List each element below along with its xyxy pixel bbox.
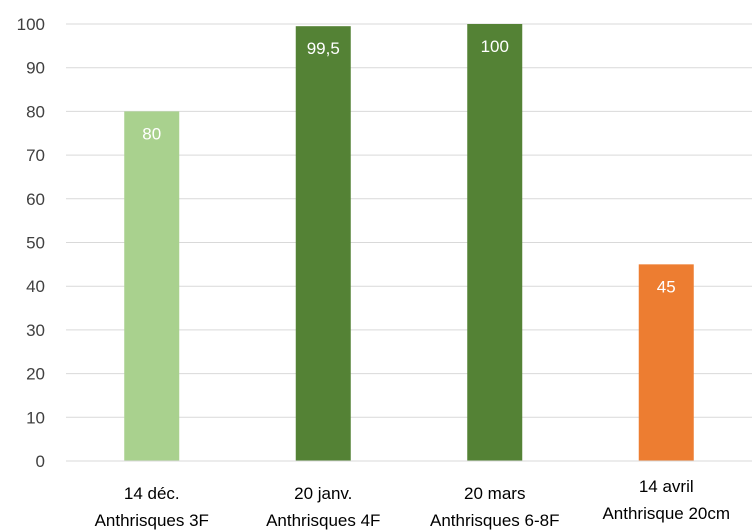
x-category-label: 20 janv. [294,484,352,503]
y-tick-label: 40 [26,277,45,296]
bar [638,264,694,461]
y-tick-label: 100 [17,15,45,34]
y-axis-tick-labels: 0 10 20 30 40 50 60 70 80 90 100 [17,15,45,471]
y-tick-label: 0 [36,452,45,471]
x-category-label: Anthrisques 6-8F [430,511,559,530]
y-tick-label: 90 [26,59,45,78]
x-category-label: Anthrisques 4F [266,511,380,530]
x-category-label: 20 mars [464,484,525,503]
x-category-label: Anthrisque 20cm [602,504,730,523]
x-category-label: 14 avril [639,477,694,496]
x-axis-category-labels: 14 déc. Anthrisques 3F 20 janv. Anthrisques… [95,477,730,530]
x-category-label: Anthrisques 3F [95,511,209,530]
data-label: 45 [657,277,676,296]
y-tick-label: 70 [26,146,45,165]
y-tick-label: 60 [26,190,45,209]
data-label: 80 [142,124,161,143]
x-category-label: 14 déc. [124,484,180,503]
data-label: 99,5 [307,39,340,58]
data-label: 100 [481,37,509,56]
bar [295,26,351,462]
bars: 80 99,5 100 45 [124,24,694,462]
bar [124,111,180,462]
y-tick-label: 50 [26,234,45,253]
y-tick-label: 10 [26,408,45,427]
y-tick-label: 30 [26,321,45,340]
y-tick-label: 80 [26,102,45,121]
gridlines [66,23,752,418]
bar [467,24,523,461]
y-tick-label: 20 [26,365,45,384]
